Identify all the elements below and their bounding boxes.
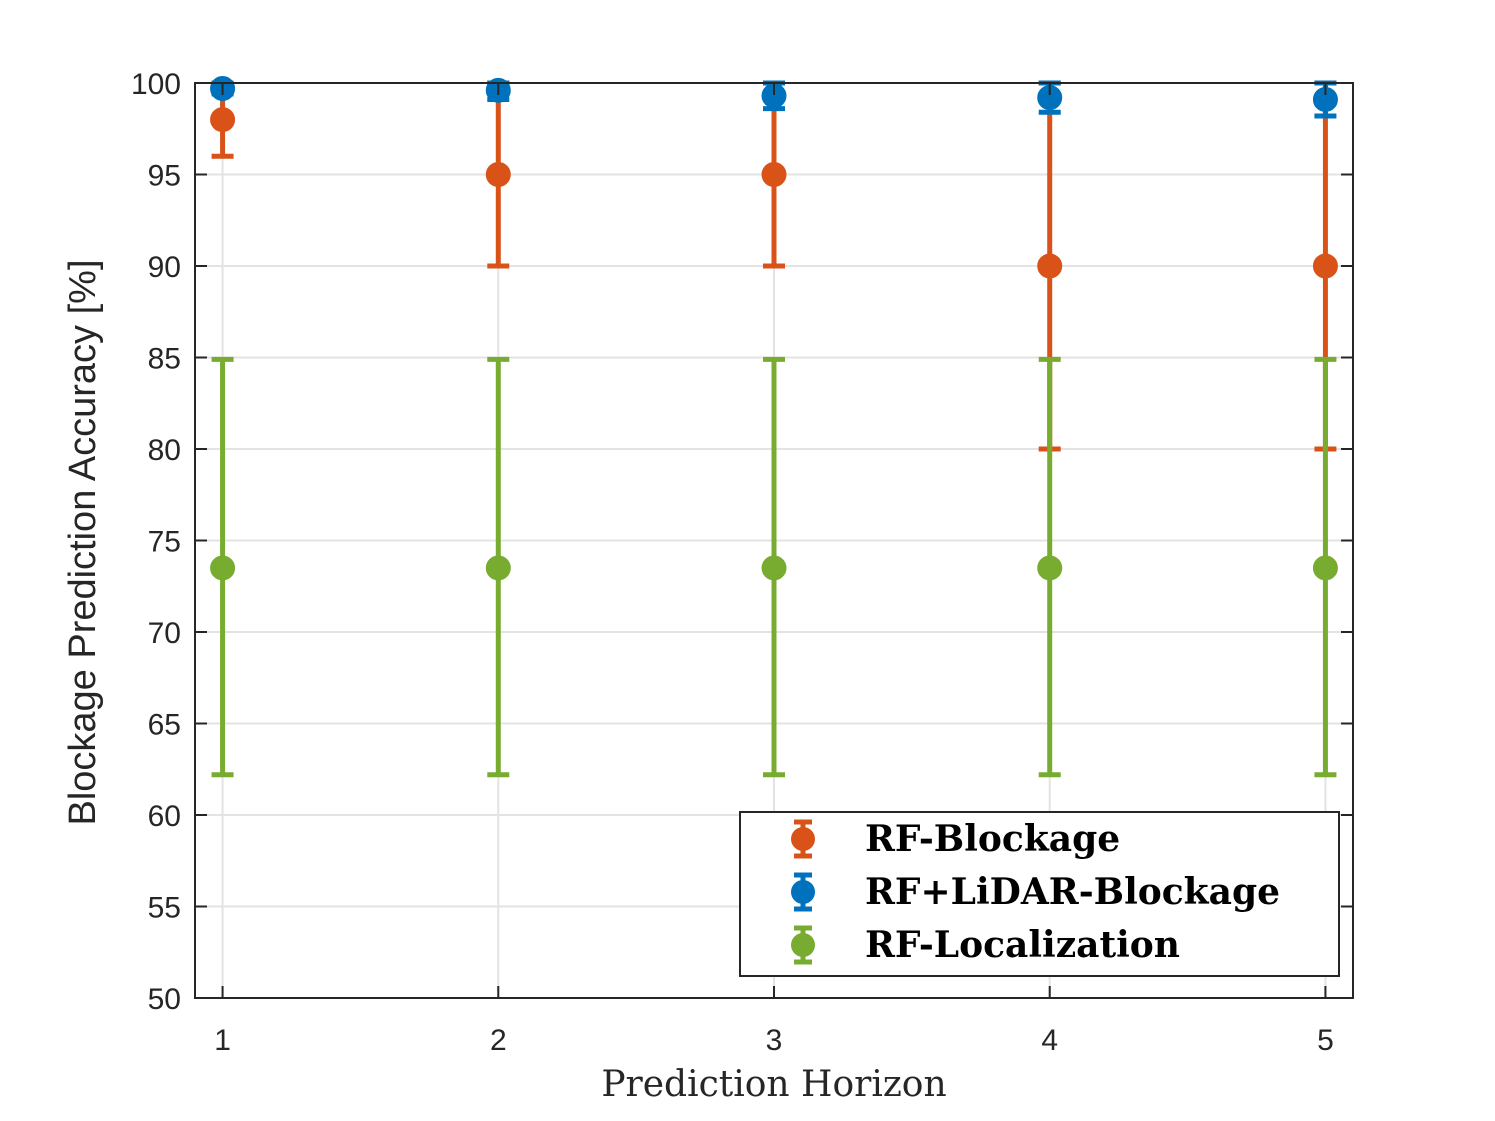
data-point <box>210 107 236 133</box>
data-point <box>761 162 787 187</box>
legend-marker <box>791 933 815 957</box>
y-tick-label: 75 <box>148 526 181 559</box>
data-point <box>1312 253 1338 279</box>
data-point <box>210 555 236 581</box>
data-point <box>1037 253 1063 279</box>
y-tick-label: 65 <box>148 709 181 742</box>
y-tick-label: 50 <box>148 983 181 1016</box>
x-tick-label: 2 <box>490 1024 507 1057</box>
data-point <box>485 555 511 581</box>
data-point <box>485 162 511 187</box>
y-tick-label: 60 <box>148 800 181 833</box>
legend-label: RF+LiDAR-Blockage <box>865 871 1280 913</box>
legend-marker <box>791 880 815 904</box>
y-tick-label: 95 <box>148 160 181 193</box>
data-point <box>1037 555 1063 581</box>
legend: RF-Blockage RF+LiDAR-Blockage RF-Localizat… <box>739 811 1340 977</box>
legend-box <box>739 811 1340 977</box>
y-tick-label: 100 <box>131 68 181 101</box>
legend-item: RF+LiDAR-Blockage <box>791 871 1280 913</box>
x-tick-label: 5 <box>1317 1024 1334 1057</box>
data-point <box>761 555 787 581</box>
x-tick-label: 4 <box>1041 1024 1058 1057</box>
legend-label: RF-Localization <box>865 924 1180 966</box>
data-point <box>1312 555 1338 581</box>
legend-item: RF-Blockage <box>791 818 1120 860</box>
legend-marker <box>791 827 815 851</box>
legend-label: RF-Blockage <box>865 818 1120 860</box>
y-tick-label: 85 <box>148 343 181 376</box>
series-rf-localization <box>210 356 1338 778</box>
x-axis-label: Prediction Horizon <box>601 1064 946 1105</box>
x-tick-label: 1 <box>214 1024 231 1057</box>
ticks: 50 55 60 65 70 75 80 85 90 95 100 1 2 3 4 5 <box>131 68 1353 1057</box>
y-axis-label: Blockage Prediction Accuracy [%] <box>62 259 104 825</box>
y-tick-label: 90 <box>148 251 181 284</box>
y-tick-label: 80 <box>148 434 181 467</box>
y-tick-label: 70 <box>148 617 181 650</box>
x-tick-label: 3 <box>766 1024 783 1057</box>
y-tick-label: 55 <box>148 892 181 925</box>
legend-item: RF-Localization <box>791 924 1180 966</box>
